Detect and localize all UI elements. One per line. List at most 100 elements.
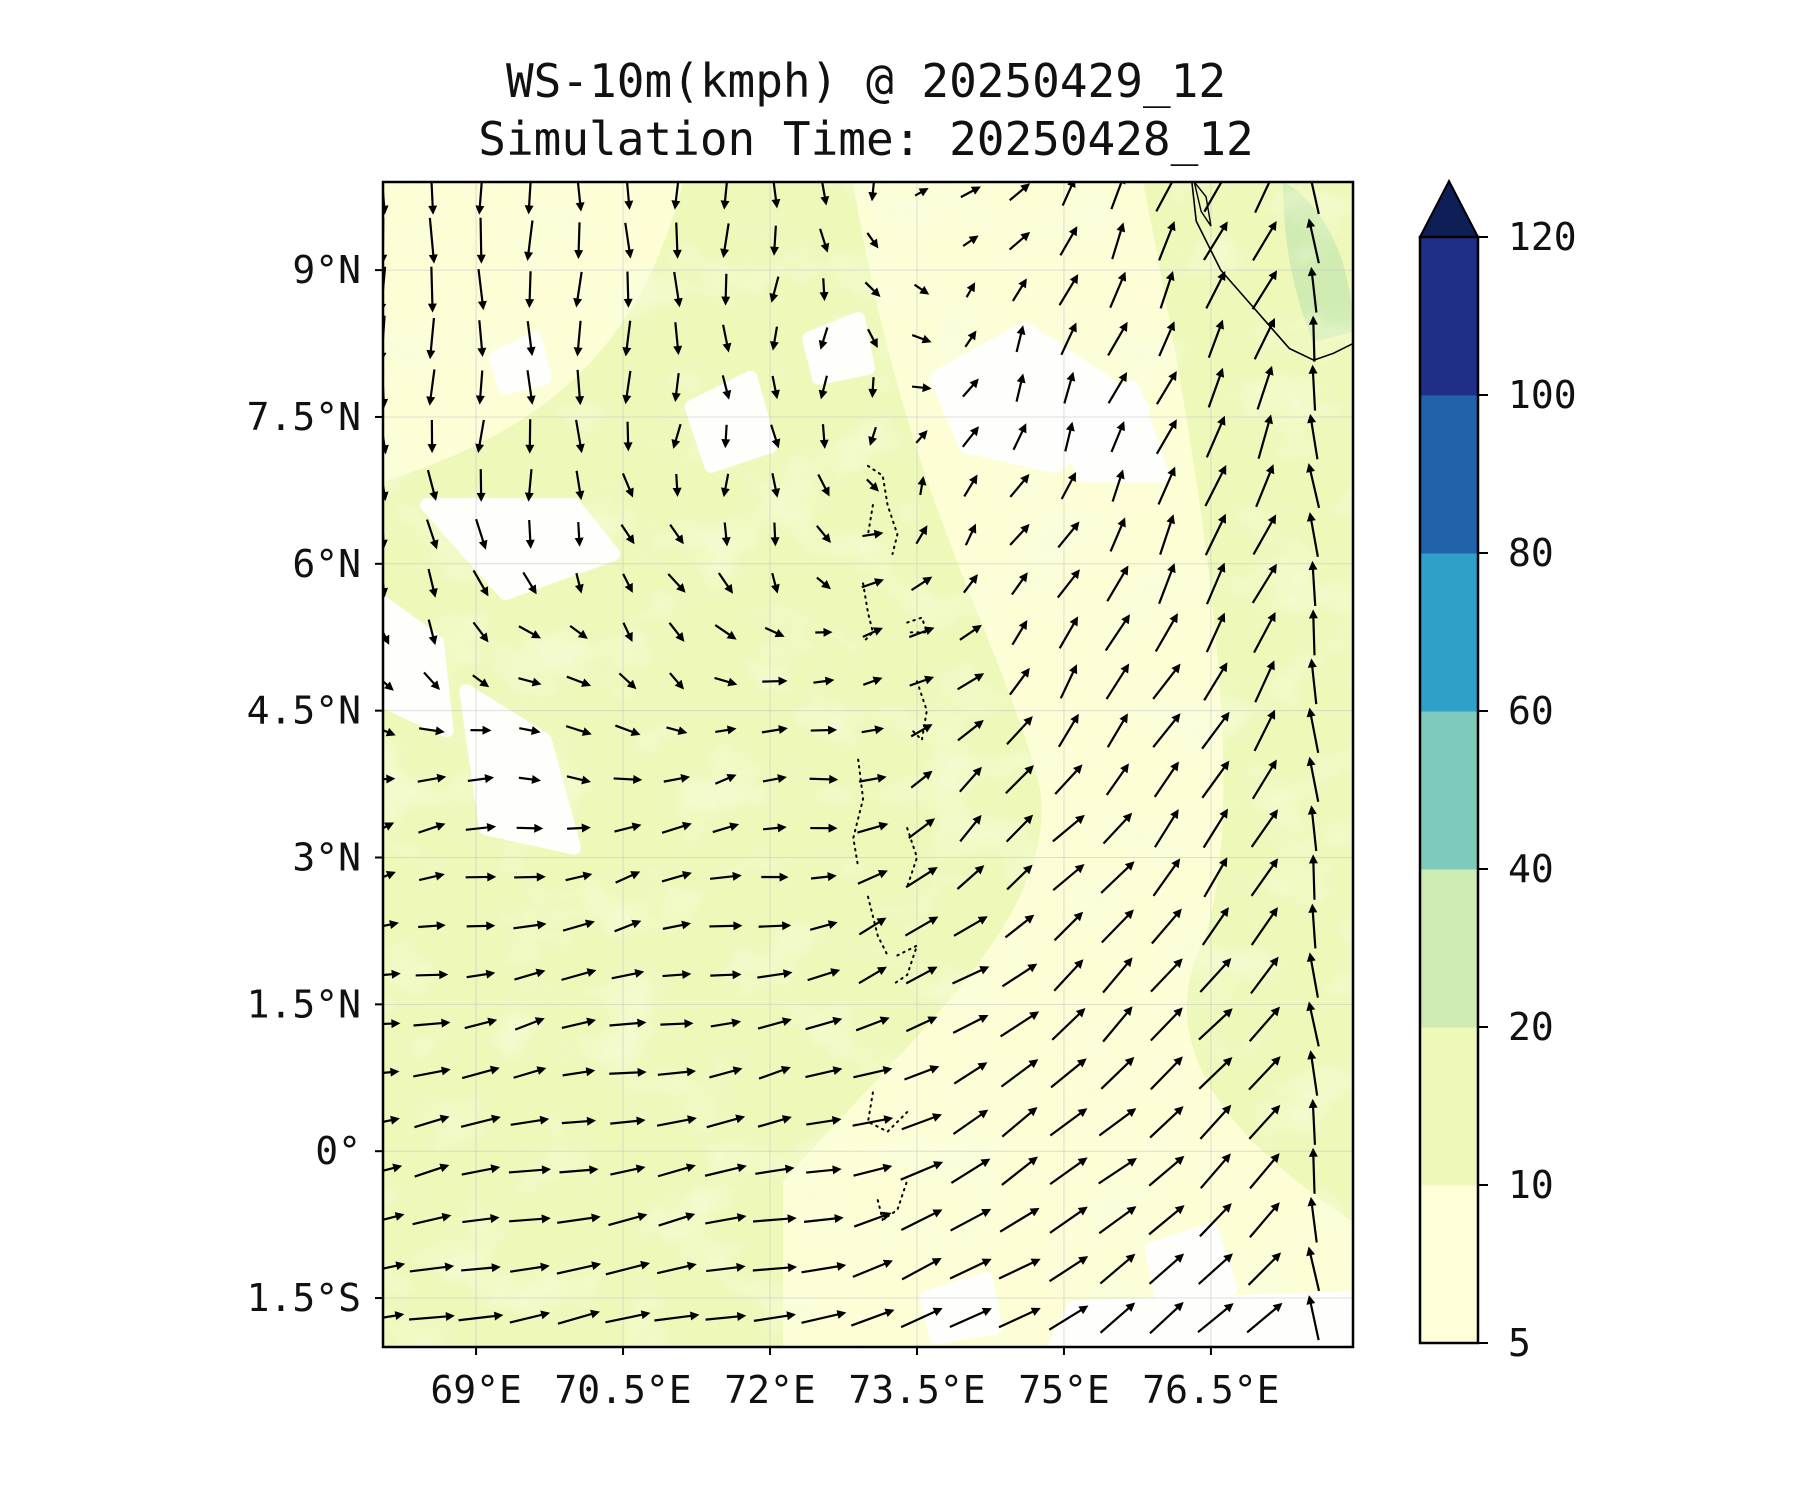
- wind-arrow: [771, 182, 781, 209]
- colorbar-tick-label: 5: [1508, 1321, 1531, 1365]
- calm-zones: [383, 312, 1353, 1347]
- lat-tick-label: 1.5°S: [247, 1276, 361, 1320]
- wind-arrow: [460, 1114, 501, 1128]
- wind-arrow: [853, 1211, 892, 1228]
- wind-arrow: [1159, 514, 1175, 555]
- wind-arrow: [1201, 711, 1230, 750]
- wind-arrow: [575, 182, 585, 212]
- wind-arrow: [1306, 707, 1320, 754]
- wind-arrow: [513, 920, 547, 930]
- wind-arrow: [426, 317, 436, 360]
- wind-arrow: [408, 1312, 455, 1321]
- wind-arrow: [462, 1214, 500, 1224]
- wind-arrow: [609, 1067, 647, 1077]
- wind-arrow: [383, 1311, 405, 1321]
- wind-arrow: [1207, 319, 1224, 358]
- atoll-boundary: [852, 758, 865, 869]
- wind-arrow: [624, 182, 634, 210]
- wind-arrow: [1100, 1056, 1135, 1090]
- wind-arrow: [383, 1212, 405, 1221]
- wind-arrow: [1009, 523, 1030, 546]
- wind-arrow: [1049, 1157, 1088, 1186]
- wind-arrow: [472, 569, 489, 597]
- lon-tick-label: 73.5°E: [848, 1368, 985, 1412]
- wind-arrow: [1059, 226, 1078, 256]
- wind-arrow: [1148, 1253, 1185, 1285]
- wind-arrow: [818, 327, 829, 350]
- wind-arrow: [722, 324, 732, 353]
- wind-arrow: [762, 774, 787, 784]
- wind-arrow: [704, 1163, 747, 1177]
- wind-arrow: [819, 228, 830, 253]
- wind-arrow: [669, 672, 684, 690]
- calm-zone: [1145, 1222, 1238, 1306]
- wind-arrow: [383, 1067, 400, 1077]
- wind-arrow: [1148, 1205, 1185, 1236]
- wind-arrow: [1253, 612, 1276, 654]
- wind-arrow: [1064, 421, 1075, 452]
- wind-arrow: [815, 627, 833, 637]
- wind-arrow: [864, 281, 881, 298]
- wind-arrow: [950, 1158, 991, 1184]
- wind-arrow: [477, 320, 487, 358]
- wind-arrow: [613, 774, 643, 784]
- wind-arrow: [574, 222, 584, 260]
- colorbar-segment: [1420, 553, 1478, 712]
- lon-tick-label: 72°E: [724, 1368, 816, 1412]
- wind-arrow: [762, 676, 788, 686]
- wind-arrow: [714, 624, 737, 640]
- wind-arrow: [415, 970, 449, 980]
- figure-title-line1: WS-10m(kmph) @ 20250429_12: [506, 54, 1226, 108]
- wind-arrow: [557, 1213, 601, 1224]
- wind-arrow: [770, 225, 780, 256]
- wind-arrow: [458, 1311, 504, 1322]
- wind-arrow: [1154, 809, 1179, 848]
- atoll-boundary: [862, 582, 875, 644]
- wind-arrow: [866, 478, 879, 492]
- wind-arrow: [466, 921, 496, 931]
- wind-arrow: [959, 624, 982, 641]
- wind-arrow: [706, 1114, 746, 1129]
- colorbar-tick-label: 60: [1508, 689, 1554, 733]
- wind-arrow: [705, 1312, 747, 1321]
- wind-arrow: [524, 220, 534, 261]
- wind-arrow: [1052, 814, 1085, 843]
- wind-arrow: [962, 574, 978, 594]
- wind-arrow: [622, 370, 632, 405]
- lon-tick-label: 70.5°E: [554, 1368, 691, 1412]
- wind-arrow: [1199, 1203, 1232, 1238]
- wind-arrow: [901, 1113, 942, 1131]
- wind-arrow: [672, 474, 682, 497]
- wind-arrow: [465, 822, 497, 832]
- wind-arrow: [1158, 221, 1176, 261]
- colorbar-segment: [1420, 237, 1478, 396]
- wind-arrow: [1057, 713, 1079, 748]
- wind-arrow: [1306, 952, 1319, 998]
- wind-arrow: [910, 770, 933, 789]
- wind-arrow: [1306, 218, 1320, 264]
- colorbar-segment: [1420, 869, 1478, 1028]
- wind-arrow: [1048, 1256, 1089, 1283]
- wind-arrow: [1149, 1106, 1184, 1139]
- wind-arrow: [658, 1212, 696, 1227]
- wind-arrow: [810, 872, 837, 882]
- wind-arrow: [949, 1258, 992, 1280]
- wind-arrow: [1053, 959, 1084, 992]
- wind-arrow: [771, 473, 781, 498]
- wind-arrow: [714, 676, 738, 687]
- wind-arrow: [1203, 857, 1228, 898]
- wind-arrow: [575, 369, 585, 406]
- lon-tick-label: 69°E: [430, 1368, 522, 1412]
- wind-arrow: [1155, 419, 1177, 455]
- wind-arrow: [1098, 1206, 1137, 1235]
- wind-arrow: [857, 821, 889, 834]
- wind-arrow: [1158, 563, 1176, 605]
- wind-arrow: [714, 774, 737, 785]
- wind-arrow: [868, 426, 877, 446]
- wind-arrow: [910, 576, 933, 592]
- wind-arrow: [709, 921, 743, 931]
- wind-arrow: [605, 1260, 651, 1276]
- wind-arrow: [526, 321, 536, 357]
- wind-arrow: [1307, 1050, 1319, 1096]
- wind-arrow: [1248, 1006, 1280, 1042]
